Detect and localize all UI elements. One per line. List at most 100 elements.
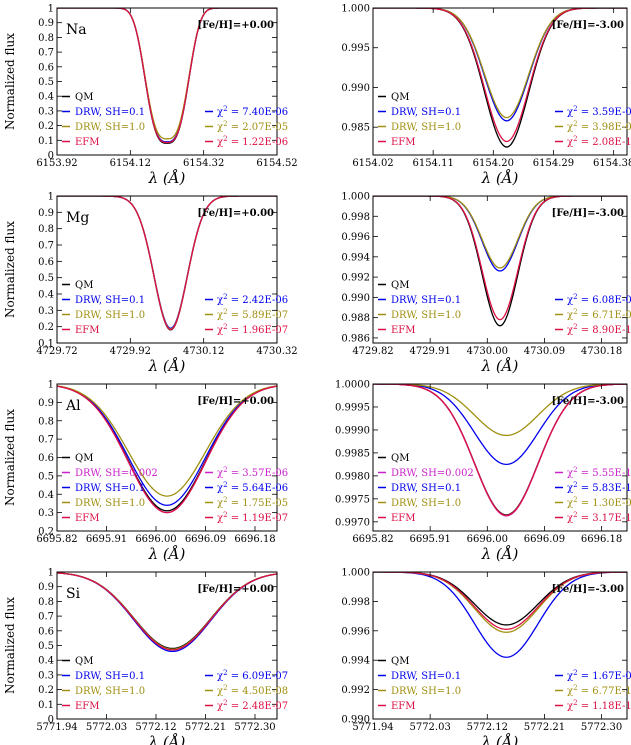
series-line — [373, 196, 627, 272]
y-tick-label: 1 — [48, 4, 54, 15]
y-tick-label: 1.000 — [341, 568, 370, 579]
y-tick-label: 0.994 — [341, 656, 370, 667]
series-line — [373, 384, 627, 517]
x-tick-label: 6154.12 — [110, 158, 151, 169]
series-line — [57, 385, 277, 514]
y-tick-label: 0.6 — [38, 257, 54, 268]
x-axis-label: λ (Å) — [148, 545, 186, 563]
series-line — [57, 385, 277, 497]
x-tick-label: 6696.09 — [524, 534, 565, 545]
legend-entry: DRW, SH=1.0 — [75, 498, 145, 509]
chi2-label: χ2 = 7.40E-06 — [217, 105, 288, 118]
series-line — [373, 384, 627, 437]
legend-entry: QM — [391, 656, 409, 667]
legend-entry: DRW, SH=0.1 — [75, 107, 145, 118]
panel-4: 0.2 0.3 0.4 0.5 0.6 0.7 0.8 0.9 1 6695.82 6695.91 6… — [3, 380, 288, 564]
y-tick-label: 0.9975 — [335, 494, 370, 505]
metallicity-label: [Fe/H]=+0.00 — [197, 20, 274, 31]
y-tick-label: 0.9970 — [335, 517, 370, 528]
panel-0: 0 0.1 0.2 0.3 0.4 0.5 0.6 0.7 0.8 0.9 1 6153.92 6154… — [3, 4, 298, 188]
y-tick-label: 0.1 — [38, 339, 54, 350]
x-tick-label: 6695.91 — [86, 534, 127, 545]
curves — [57, 572, 277, 653]
y-tick-label: 0.8 — [38, 597, 54, 608]
legend-entry: DRW, SH=0.1 — [391, 671, 461, 682]
x-tick-label: 4730.09 — [524, 346, 565, 357]
legend-entry: DRW, SH=0.1 — [391, 483, 461, 494]
x-tick-label: 4729.92 — [110, 346, 151, 357]
y-tick-label: 0.2 — [38, 322, 54, 333]
x-tick-label: 6154.52 — [256, 158, 297, 169]
y-tick-label: 0.4 — [38, 92, 54, 103]
metallicity-label: [Fe/H]=+0.00 — [197, 208, 274, 219]
legend-entry: EFM — [75, 701, 99, 712]
y-tick-label: 0.985 — [341, 123, 370, 134]
series-line — [57, 8, 277, 144]
chi2-label: χ2 = 1.19E-07 — [217, 511, 288, 524]
x-tick-label: 6696.09 — [185, 534, 226, 545]
x-tick-label: 4729.91 — [409, 346, 450, 357]
legend-entry: DRW, SH=1.0 — [391, 122, 461, 133]
legend-entry: DRW, SH=1.0 — [75, 310, 145, 321]
y-tick-label: 0.5 — [38, 641, 54, 652]
chi2-label: χ2 = 5.55E-10 — [567, 466, 631, 479]
legend-entry: EFM — [391, 513, 415, 524]
y-tick-label: 1 — [48, 192, 54, 203]
x-tick-label: 6154.29 — [533, 158, 574, 169]
panel-7: 0.990 0.992 0.994 0.996 0.998 1.000 5771.94 577… — [341, 568, 631, 745]
y-tick-label: 0.996 — [341, 626, 370, 637]
x-axis-label: λ (Å) — [481, 545, 519, 563]
chi2-label: χ2 = 5.89E-07 — [217, 308, 288, 321]
y-tick-label: 0.986 — [341, 333, 370, 344]
y-tick-label: 0.9985 — [335, 448, 370, 459]
legend-entry: QM — [75, 656, 93, 667]
y-tick-label: 0.9 — [38, 582, 54, 593]
y-tick-label: 0.990 — [341, 83, 370, 94]
y-tick-label: 0.3 — [38, 508, 54, 519]
chi2-label: χ2 = 8.90E-11 — [567, 323, 631, 336]
legend-entry: QM — [391, 280, 409, 291]
y-tick-label: 0.6 — [38, 626, 54, 637]
y-tick-label: 1 — [48, 568, 54, 579]
y-tick-label: 0.998 — [341, 212, 370, 223]
x-tick-label: 5772.21 — [185, 722, 226, 733]
y-tick-label: 0.2 — [38, 121, 54, 132]
chi2-label: χ2 = 3.98E-09 — [567, 120, 631, 133]
series-line — [373, 572, 627, 626]
y-axis-label: Normalized flux — [3, 409, 17, 506]
x-axis-label: λ (Å) — [481, 169, 519, 187]
legend-entry: EFM — [391, 137, 415, 148]
y-tick-label: 0.9 — [38, 398, 54, 409]
curves — [57, 8, 277, 144]
y-tick-label: 0.3 — [38, 670, 54, 681]
axes-frame — [56, 195, 278, 344]
x-tick-label: 6154.11 — [412, 158, 453, 169]
y-tick-label: 0.7 — [38, 241, 54, 252]
y-tick-label: 0.1 — [38, 700, 54, 711]
y-tick-label: 0.8 — [38, 416, 54, 427]
series-line — [57, 8, 277, 143]
chi2-label: χ2 = 1.75E-05 — [217, 496, 288, 509]
chi2-label: χ2 = 1.30E-09 — [567, 496, 631, 509]
legend-entry: DRW, SH=0.1 — [391, 107, 461, 118]
legend-entry: QM — [391, 92, 409, 103]
panel-1: 0.985 0.990 0.995 1.000 6154.02 6154.11 6154.2… — [341, 4, 631, 188]
curves — [57, 385, 277, 514]
legend-entry: DRW, SH=1.0 — [391, 310, 461, 321]
panel-2: 0.1 0.2 0.3 0.4 0.5 0.6 0.7 0.8 0.9 1 4729.72 4729.… — [3, 192, 298, 376]
x-tick-label: 6154.38 — [593, 158, 631, 169]
legend-entry: EFM — [75, 513, 99, 524]
y-tick-label: 0.992 — [341, 273, 370, 284]
y-tick-label: 0.4 — [38, 290, 54, 301]
chi2-label: χ2 = 6.71E-09 — [567, 308, 631, 321]
series-line — [57, 385, 277, 506]
x-tick-label: 5772.21 — [524, 722, 565, 733]
legend-entry: DRW, SH=0.1 — [75, 671, 145, 682]
y-axis-label: Normalized flux — [3, 597, 17, 694]
chi2-label: χ2 = 2.07E-05 — [217, 120, 288, 133]
legend-entry: DRW, SH=0.1 — [391, 295, 461, 306]
y-tick-label: 0.988 — [341, 313, 370, 324]
panel-3: 0.986 0.988 0.990 0.992 0.994 0.996 0.998 1.000… — [341, 192, 631, 376]
legend-entry: QM — [75, 453, 93, 464]
